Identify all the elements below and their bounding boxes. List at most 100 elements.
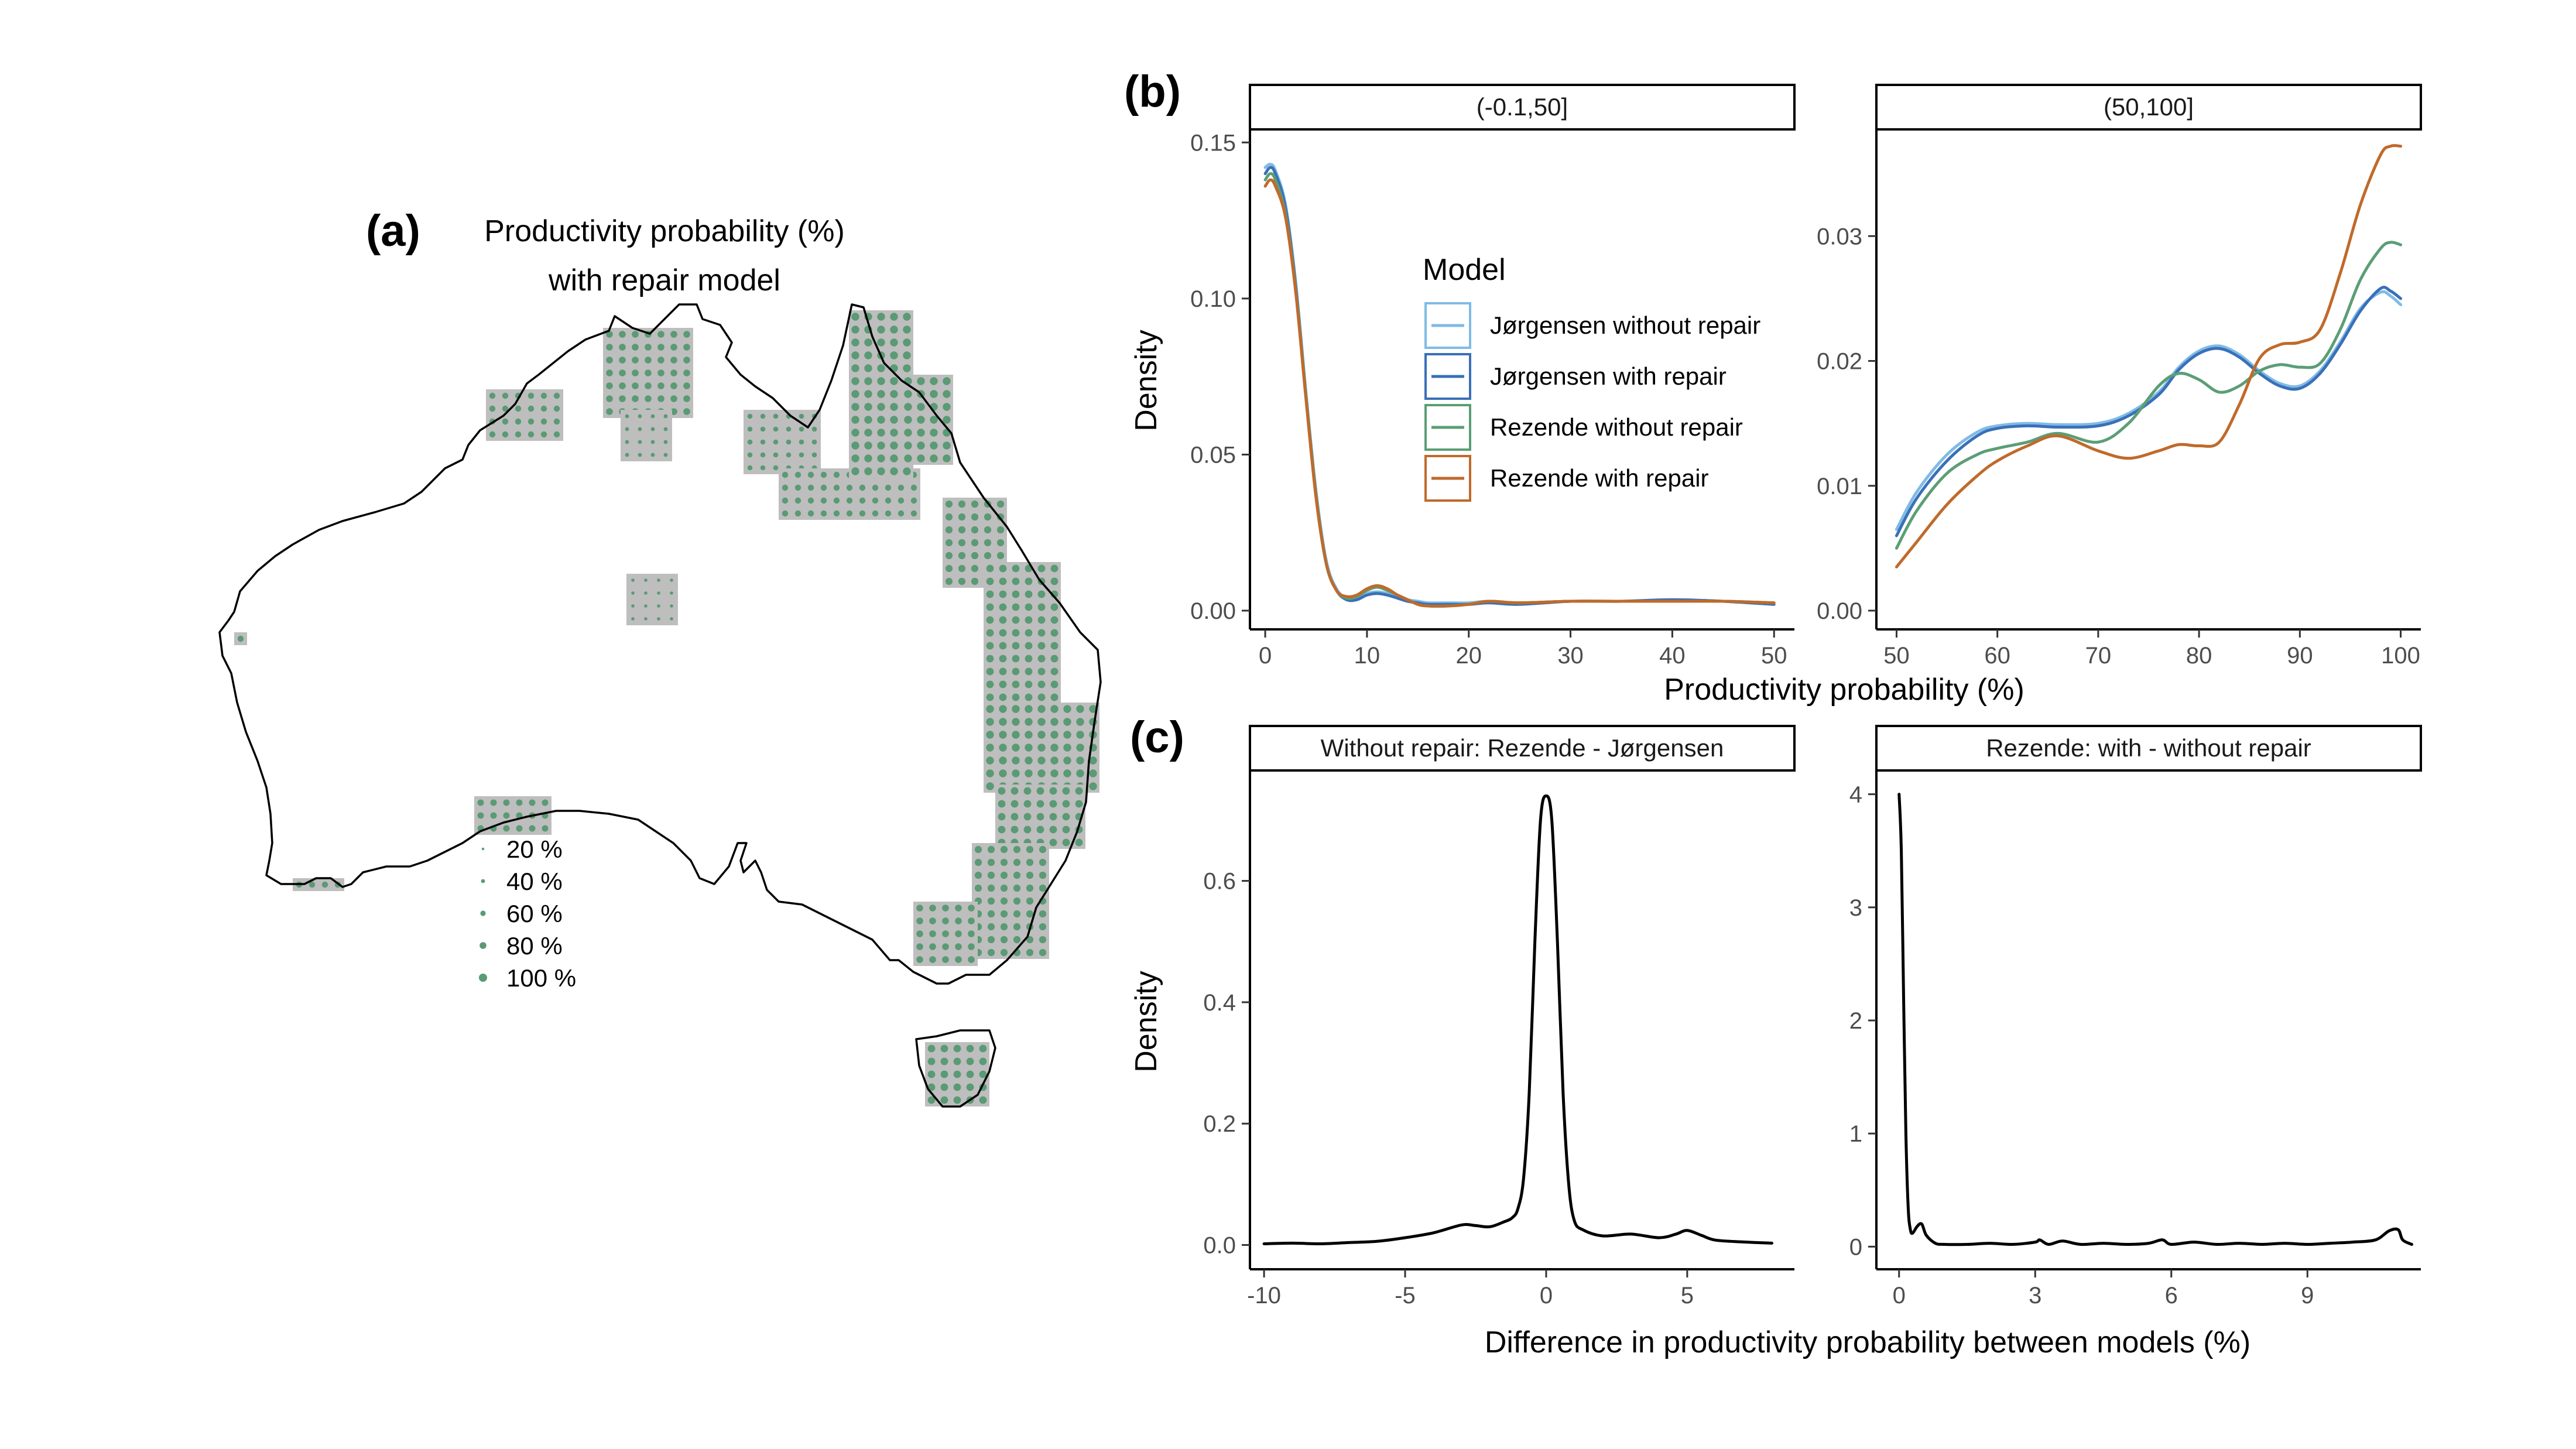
map-cell-dot (553, 418, 560, 425)
map-cell-dot (1089, 769, 1097, 777)
map-cell-dot (851, 326, 859, 334)
map-cell-dot (1037, 744, 1046, 752)
map-cell-dot (657, 344, 664, 351)
map-cell-dot (657, 617, 660, 621)
map-cell-dot (1026, 845, 1034, 854)
map-cell-dot (987, 858, 995, 866)
map-cell-dot (890, 429, 898, 437)
map-cell-dot (851, 351, 859, 359)
c-x-axis-title: Difference in productivity probability b… (1485, 1325, 2250, 1359)
panel-label-a: (a) (366, 206, 420, 256)
map-cell-dot (502, 405, 509, 412)
map-cell-dot (877, 377, 885, 385)
map-cell-dot (986, 769, 994, 777)
map-cell-dot (477, 812, 484, 819)
map-cell-dot (890, 467, 898, 475)
map-cell-dot (999, 744, 1007, 752)
map-cell-dot (903, 313, 911, 321)
map-cell-dot (747, 465, 753, 471)
map-cell-dot (877, 313, 885, 321)
map-cell-dot (979, 1070, 987, 1078)
map-cell-dot (632, 369, 639, 376)
map-cell-dot (606, 395, 613, 402)
map-cell-dot (1012, 629, 1020, 637)
map-cell-dot (877, 416, 885, 424)
map-cell-dot (1076, 731, 1084, 739)
map-cell-dot (1025, 718, 1033, 726)
map-cell-dot (807, 510, 814, 517)
map-cell-dot (503, 825, 510, 832)
map-cell-dot (877, 338, 885, 347)
map-cell-dot (619, 331, 626, 338)
map-cell-dot (632, 357, 639, 364)
map-cell-dot (986, 744, 994, 752)
map-cell-dot (1012, 667, 1020, 676)
x-tick-label: -10 (1247, 1283, 1281, 1308)
y-tick-label: 0.05 (1190, 442, 1236, 468)
map-cell-dot (1025, 744, 1033, 752)
map-cell-dot (1036, 825, 1044, 834)
map-cell-dot (958, 513, 966, 521)
map-cell-dot (489, 431, 496, 438)
map-cell-dot (966, 1083, 974, 1091)
map-cell-dot (632, 344, 639, 351)
x-tick-label: 70 (2085, 643, 2112, 669)
map-cell-dot (1036, 800, 1044, 808)
panel-a-map: (a) Productivity probability (%) with re… (218, 206, 1102, 1108)
map-cell-dot (1037, 718, 1046, 726)
map-cell-dot (930, 377, 938, 385)
map-cell-dot (904, 416, 912, 424)
map-cell-dot (910, 497, 917, 504)
y-tick-label: 2 (1849, 1008, 1862, 1034)
map-cell-dot (1025, 655, 1033, 663)
map-cell-dot (631, 591, 635, 595)
map-cell-dot (1050, 642, 1059, 650)
map-cell-dot (644, 578, 648, 582)
map-cell-dot (916, 930, 923, 937)
map-legend: 20 % 40 % 60 % 80 % 100 % (479, 835, 576, 992)
x-tick-label: 90 (2287, 643, 2313, 669)
map-cell-dot (986, 590, 994, 598)
map-cell-dot (999, 564, 1007, 573)
y-tick-label: 0.15 (1190, 130, 1236, 156)
map-cell-dot (760, 465, 766, 471)
map-cell-dot (1012, 693, 1020, 701)
series-line-b-right-0 (1895, 290, 2403, 531)
panel-label-b: (b) (1124, 67, 1181, 117)
map-cell-dot (786, 439, 792, 445)
x-tick-label: 30 (1557, 643, 1584, 669)
map-cell-dot (890, 313, 898, 321)
map-cell-dot (1025, 769, 1033, 777)
map-cell-dot (657, 382, 664, 389)
map-cell-dot (942, 917, 949, 924)
series-line-c-right-0 (1897, 793, 2413, 1246)
map-cell-dot (773, 413, 779, 419)
map-cell-dot (1050, 718, 1059, 726)
map-cell-dot (968, 905, 975, 912)
map-legend-label: 20 % (506, 835, 563, 863)
map-cell-dot (663, 440, 668, 444)
map-cell-dot (1012, 718, 1020, 726)
map-cell-dot (650, 440, 655, 444)
x-tick-label: 5 (1681, 1283, 1694, 1308)
map-cell-dot (644, 591, 648, 595)
map-cell-dot (1076, 769, 1084, 777)
map-cell-dot (996, 539, 1005, 547)
map-cell-dot (1076, 718, 1084, 726)
map-cell-dot (237, 635, 244, 642)
map-cell-dot (890, 377, 898, 385)
map-cell-dot (927, 1096, 936, 1104)
map-cell-dot (516, 799, 523, 806)
map-cell-dot (890, 338, 898, 347)
map-cell-dot (1012, 769, 1020, 777)
x-tick-label: 0 (1893, 1283, 1906, 1308)
map-cell-dot (527, 392, 535, 399)
map-cell-dot (645, 395, 652, 402)
map-cell-dot (953, 1044, 961, 1053)
map-cell-dot (999, 629, 1007, 637)
map-cell-dot (1023, 813, 1032, 821)
map-cell-dot (987, 923, 995, 931)
map-cell-dot (910, 510, 917, 517)
y-tick-label: 0.02 (1817, 349, 1862, 375)
map-cell-dot (930, 454, 938, 463)
